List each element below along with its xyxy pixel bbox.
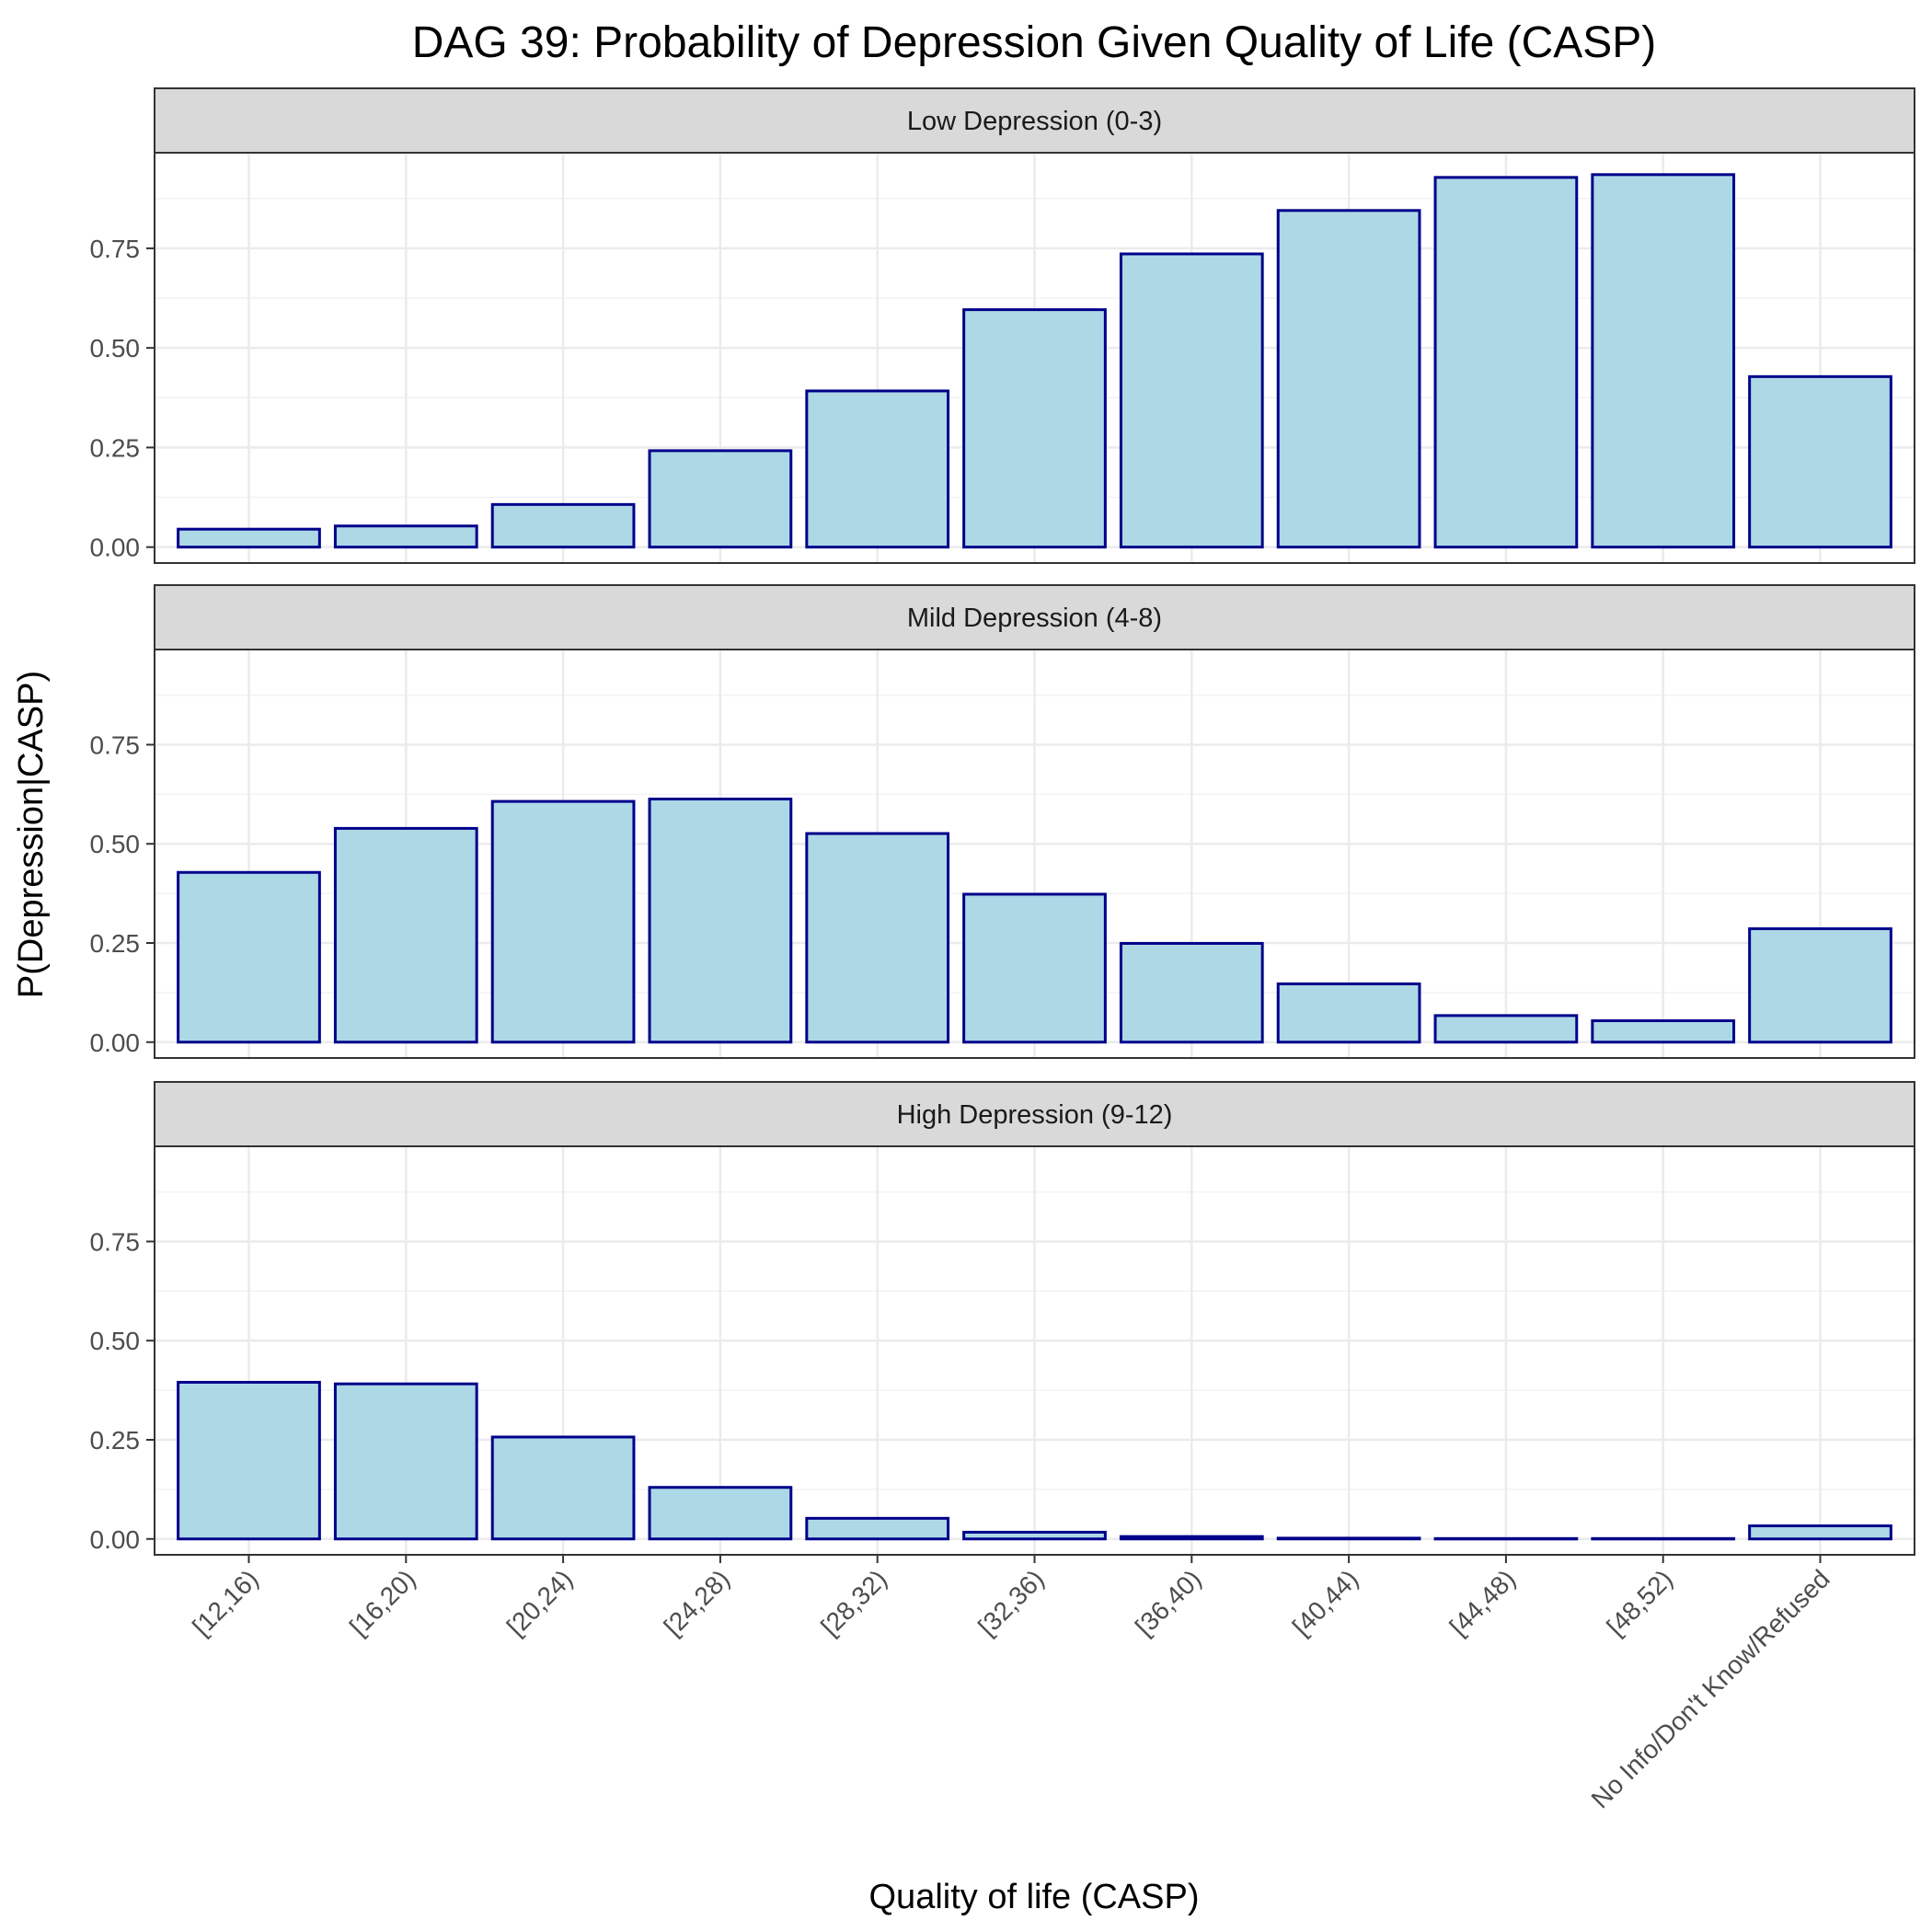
x-tick-label: [48,52): [1601, 1564, 1678, 1641]
x-tick-label: [32,36): [972, 1564, 1050, 1641]
bar: [1591, 1536, 1736, 1541]
bar: [490, 799, 636, 1044]
bar: [962, 1530, 1107, 1541]
bar: [962, 308, 1107, 549]
chart-title: DAG 39: Probability of Depression Given …: [412, 18, 1657, 67]
bar: [805, 832, 950, 1044]
bar: [333, 826, 478, 1044]
bar: [333, 524, 478, 549]
facet-strip-label: Low Depression (0-3): [907, 107, 1162, 136]
bar: [1433, 176, 1579, 549]
x-tick-label: [12,16): [187, 1564, 264, 1641]
x-tick-label: [40,44): [1287, 1564, 1364, 1641]
bar: [177, 870, 321, 1044]
y-tick-label: 0.75: [90, 730, 141, 759]
bar: [1276, 1536, 1421, 1541]
y-tick-label: 0.50: [90, 334, 141, 362]
facet-strip-label: Mild Depression (4-8): [907, 604, 1162, 633]
bar: [648, 1486, 793, 1541]
bar: [1591, 1018, 1736, 1044]
bar: [1433, 1014, 1579, 1044]
x-axis-title: Quality of life (CASP): [869, 1878, 1200, 1916]
facet-strip-label: High Depression (9-12): [897, 1100, 1173, 1130]
facet-strip: [154, 584, 1915, 650]
y-tick-label: 0.00: [90, 1029, 141, 1057]
bar: [490, 502, 636, 549]
x-tick-label: [44,48): [1444, 1564, 1522, 1641]
y-tick-label: 0.50: [90, 830, 141, 858]
bar: [648, 449, 793, 549]
facet-panel: Mild Depression (4-8) 0.00 0.25 0.50 0.75: [90, 584, 1915, 1059]
facet-panel: Low Depression (0-3) 0.00 0.25 0.50 0.75: [90, 87, 1915, 564]
facet-strip: [154, 1081, 1915, 1147]
bar: [333, 1382, 478, 1541]
x-tick-label: [20,24): [501, 1564, 579, 1641]
y-tick-label: 0.25: [90, 433, 141, 462]
bar: [1276, 209, 1421, 549]
facet-panels: Low Depression (0-3)0.000.250.500.75Mild…: [90, 87, 1915, 1563]
y-tick-label: 0.25: [90, 929, 141, 958]
y-tick-label: 0.75: [90, 1227, 141, 1256]
bar: [1119, 252, 1264, 549]
y-axis-title: P(Depression|CASP): [12, 671, 51, 998]
bar: [1119, 941, 1264, 1044]
x-tick-label: [36,40): [1130, 1564, 1207, 1641]
bar: [1119, 1535, 1264, 1541]
x-tick-label: [28,32): [815, 1564, 892, 1641]
bar: [962, 892, 1107, 1044]
y-tick-label: 0.75: [90, 235, 141, 263]
y-tick-label: 0.25: [90, 1426, 141, 1455]
bar: [805, 389, 950, 549]
bar: [1276, 982, 1421, 1044]
bar: [1748, 374, 1892, 549]
bar: [1433, 1536, 1579, 1541]
x-tick-label: [16,20): [344, 1564, 421, 1641]
bar: [1591, 173, 1736, 549]
bar: [1748, 1524, 1892, 1541]
bar: [177, 527, 321, 549]
bar: [490, 1435, 636, 1541]
bar: [177, 1380, 321, 1541]
facet-strip: [154, 87, 1915, 154]
y-tick-label: 0.00: [90, 534, 141, 562]
facet-panel: High Depression (9-12) 0.00 0.25 0.50 0.75: [90, 1081, 1915, 1563]
bar: [1748, 926, 1892, 1044]
x-axis-ticks: [12,16) [16,20) [20,24) [24,28) [28,32) [32,3…: [187, 1564, 1835, 1813]
y-tick-label: 0.50: [90, 1327, 141, 1355]
bar: [648, 798, 793, 1044]
bar: [805, 1516, 950, 1541]
y-tick-label: 0.00: [90, 1525, 141, 1554]
x-tick-label: [24,28): [659, 1564, 736, 1641]
